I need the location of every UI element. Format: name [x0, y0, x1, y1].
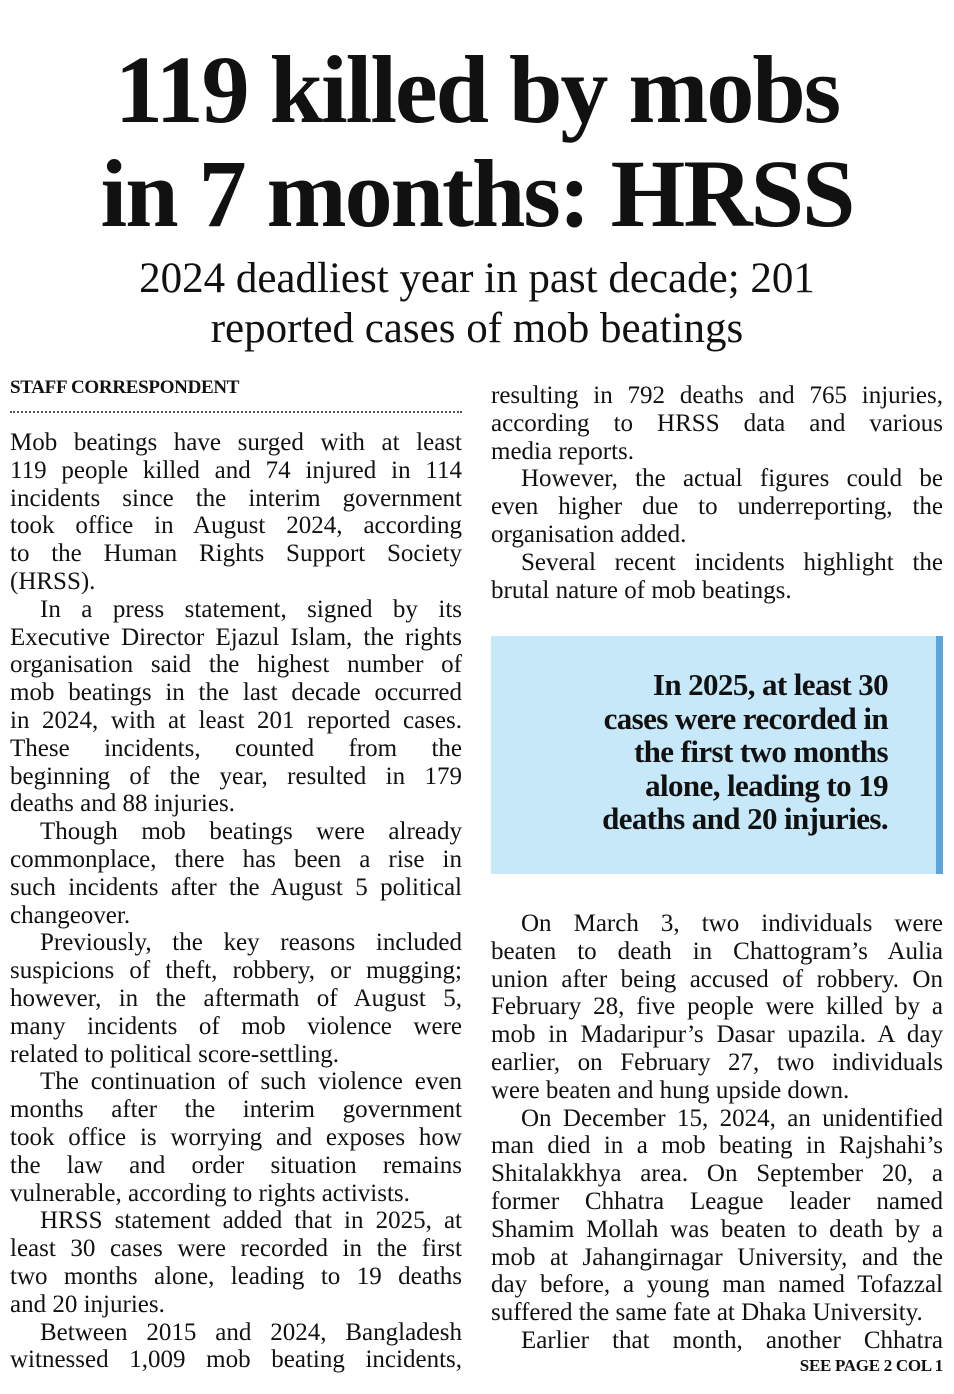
text-line: two months alone, leading to 19 deaths	[10, 1262, 462, 1290]
text-line: deaths and 88 injuries.	[10, 790, 235, 818]
text-line: However, the actual figures could be	[521, 465, 943, 493]
text-line: witnessed 1,009 mob beating incidents,	[10, 1346, 462, 1374]
paragraph: Previously, the key reasons included susp…	[10, 929, 462, 1068]
text-line: Mob beatings have surged with at least	[10, 429, 462, 456]
subhead-line-1: 2024 deadliest year in past decade; 201	[139, 255, 815, 302]
paragraph: HRSS statement added that in 2025, at lea…	[10, 1207, 462, 1318]
text-line: vulnerable, according to rights activist…	[10, 1179, 410, 1207]
pull-quote-line: In 2025, at least 30	[652, 667, 889, 702]
text-line: were beaten and hung upside down.	[491, 1076, 850, 1104]
pull-quote-line: alone, leading to 19	[645, 767, 889, 803]
text-line: day before, a young man named Tofazzal	[491, 1271, 943, 1299]
pull-quote-line: cases were recorded in	[603, 700, 889, 736]
article-column-right-top: resulting in 792 deaths and 765 injuries…	[491, 382, 943, 604]
text-line: least 30 cases were recorded in the firs…	[10, 1235, 462, 1263]
article-column-left: Mob beatings have surged with at least 11…	[10, 429, 462, 1374]
text-line: beaten to death in Chattogram’s Aulia	[491, 937, 943, 965]
text-line: took office in August 2024, according	[10, 512, 462, 540]
paragraph: However, the actual figures could be even…	[491, 465, 943, 548]
text-line: incidents since the interim government	[10, 484, 462, 512]
text-line: many incidents of mob violence were	[10, 1012, 462, 1040]
text-line: man died in a mob beating in Rajshahi’s	[491, 1132, 943, 1160]
text-line: Shamim Mollah was beaten to death by a	[491, 1215, 943, 1243]
pull-quote-text: In 2025, at least 30 cases were recorded …	[602, 667, 889, 836]
text-line: 119 people killed and 74 injured in 114	[10, 456, 462, 484]
text-line: former Chhatra League leader named	[491, 1187, 943, 1215]
text-line: These incidents, counted from the	[10, 734, 462, 762]
paragraph: On December 15, 2024, an unidentified man…	[491, 1105, 943, 1327]
text-line: Executive Director Ejazul Islam, the rig…	[10, 623, 462, 651]
text-line: On March 3, two individuals were	[521, 910, 943, 937]
text-line: mob in Madaripur’s Dasar upazila. A day	[491, 1021, 943, 1049]
text-line: such incidents after the August 5 politi…	[10, 873, 462, 901]
paragraph: On March 3, two individuals were beaten t…	[491, 910, 943, 1105]
paragraph: Though mob beatings were already commonpl…	[10, 818, 462, 929]
text-line: resulting in 792 deaths and 765 injuries…	[491, 382, 943, 409]
text-line: organisation said the highest number of	[10, 651, 462, 679]
text-line: and 20 injuries.	[10, 1290, 165, 1318]
text-line: union after being accused of robbery. On	[491, 965, 943, 993]
text-line: however, in the aftermath of August 5,	[10, 984, 462, 1012]
pull-quote-line: deaths and 20 injuries.	[602, 801, 889, 836]
text-line: took office is worrying and exposes how	[10, 1123, 462, 1151]
text-line: commonplace, there has been a rise in	[10, 845, 462, 873]
text-line: On December 15, 2024, an unidentified	[521, 1104, 943, 1132]
text-line: earlier, on February 27, two individuals	[491, 1048, 943, 1076]
paragraph: In a press statement, signed by its Execu…	[10, 596, 462, 818]
text-line: HRSS statement added that in 2025, at	[40, 1207, 462, 1235]
text-line: February 28, five people were killed by …	[491, 993, 943, 1021]
text-line: even higher due to underreporting, the	[491, 493, 943, 521]
text-line: mob at Jahangirnagar University, and the	[491, 1243, 943, 1271]
text-line: media reports.	[491, 437, 635, 465]
text-line: Shitalakkhya area. On September 20, a	[491, 1160, 943, 1188]
paragraph: Several recent incidents highlight the br…	[491, 549, 943, 605]
text-line: organisation added.	[491, 520, 687, 548]
byline-divider	[10, 411, 462, 413]
paragraph: Mob beatings have surged with at least 11…	[10, 429, 462, 596]
article-column-right-bottom: On March 3, two individuals were beaten t…	[491, 910, 943, 1355]
text-line: months after the interim government	[10, 1096, 462, 1124]
text-line: Between 2015 and 2024, Bangladesh	[40, 1318, 462, 1346]
text-line: Several recent incidents highlight the	[521, 548, 943, 576]
pull-quote-line: the first two months	[633, 734, 889, 769]
text-line: Though mob beatings were already	[40, 818, 462, 846]
paragraph: Between 2015 and 2024, Bangladesh witness…	[10, 1319, 462, 1375]
byline: STAFF CORRESPONDENT	[10, 377, 240, 398]
text-line: related to political score-settling.	[10, 1040, 340, 1068]
text-line: beginning of the year, resulted in 179	[10, 762, 462, 790]
text-line: changeover.	[10, 901, 131, 929]
headline-line-2: in 7 months: HRSS	[100, 140, 856, 247]
paragraph: Earlier that month, another Chhatra	[491, 1327, 943, 1355]
continuation-note: SEE PAGE 2 COL 1	[799, 1356, 944, 1375]
text-line: to the Human Rights Support Society	[10, 540, 462, 568]
subhead-line-2: reported cases of mob beatings	[210, 305, 744, 352]
text-line: In a press statement, signed by its	[40, 595, 462, 623]
paragraph: resulting in 792 deaths and 765 injuries…	[491, 382, 943, 465]
headline-line-1: 119 killed by mobs	[114, 36, 841, 143]
text-line: suffered the same fate at Dhaka Universi…	[491, 1299, 923, 1327]
text-line: Previously, the key reasons included	[40, 929, 462, 957]
text-line: in 2024, with at least 201 reported case…	[10, 706, 462, 734]
text-line: Earlier that month, another Chhatra	[521, 1326, 943, 1354]
text-line: mob beatings in the last decade occurred	[10, 679, 462, 707]
text-line: the law and order situation remains	[10, 1151, 462, 1179]
text-line: according to HRSS data and various	[491, 409, 943, 437]
pull-quote-box: In 2025, at least 30 cases were recorded …	[491, 636, 943, 874]
text-line: brutal nature of mob beatings.	[491, 576, 792, 604]
paragraph: The continuation of such violence even mo…	[10, 1068, 462, 1207]
text-line: suspicions of theft, robbery, or mugging…	[10, 957, 462, 985]
text-line: The continuation of such violence even	[40, 1068, 462, 1096]
text-line: (HRSS).	[10, 567, 96, 595]
